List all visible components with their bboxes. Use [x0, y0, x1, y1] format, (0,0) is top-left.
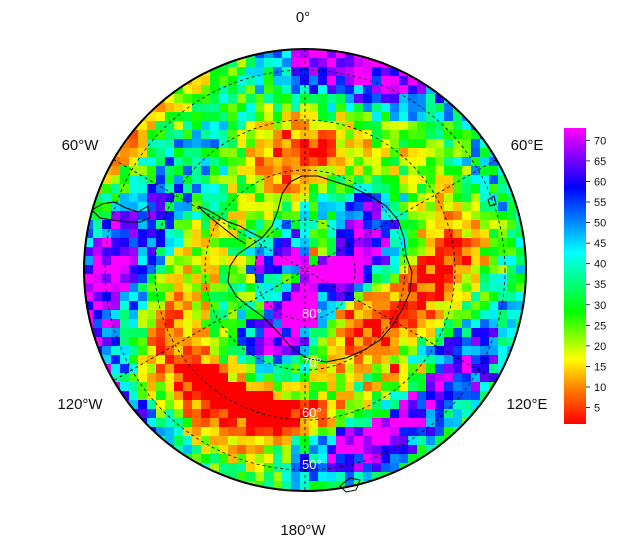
colorbar-tick-label: 50	[594, 218, 606, 230]
colorbar: 70 65 60 55 50 45 40 35 30 25 20 15 10 5	[564, 128, 606, 424]
colorbar-tick-label: 5	[594, 403, 600, 415]
meridian-60e-120w	[113, 159, 497, 381]
lat-label-70: 70°	[302, 355, 322, 370]
colorbar-tick-label: 65	[594, 156, 606, 168]
coastline	[91, 175, 497, 493]
africa-tip-coastline	[487, 195, 497, 207]
colorbar-tick-label: 30	[594, 300, 606, 312]
lon-label-top: 0°	[296, 9, 310, 26]
data-field	[84, 49, 526, 491]
lat-label-80: 80°	[302, 306, 322, 321]
colorbar-tick-label: 55	[594, 197, 606, 209]
lon-label-lower-right: 120°E	[506, 396, 547, 413]
colorbar-tick-label: 20	[594, 341, 606, 353]
lon-label-upper-right: 60°E	[511, 137, 544, 154]
lat-label-50: 50°	[302, 457, 322, 472]
colorbar-tick-label: 70	[594, 135, 606, 147]
lon-label-upper-left: 60°W	[62, 137, 100, 154]
south-america-coastline	[91, 201, 151, 223]
lat-label-60: 60°	[302, 405, 322, 420]
colorbar-tick-label: 60	[594, 176, 606, 188]
meridian-60w-120e	[113, 159, 497, 381]
colorbar-tick-label: 40	[594, 259, 606, 271]
antarctic-peninsula-coastline	[197, 205, 263, 245]
colorbar-tick-label: 45	[594, 238, 606, 250]
data-cells	[84, 49, 526, 491]
graticule	[104, 49, 506, 491]
lon-label-lower-left: 120°W	[57, 396, 103, 413]
colorbar-gradient	[564, 128, 586, 424]
colorbar-ticks: 70 65 60 55 50 45 40 35 30 25 20 15 10 5	[586, 135, 606, 415]
map-border	[83, 48, 527, 492]
antarctica-coastline	[227, 175, 413, 363]
colorbar-tick-label: 25	[594, 320, 606, 332]
colorbar-tick-label: 15	[594, 361, 606, 373]
colorbar-tick-label: 10	[594, 382, 606, 394]
latitude-circle-60	[154, 119, 456, 421]
lon-label-bottom: 180°W	[280, 522, 326, 539]
colorbar-tick-label: 35	[594, 279, 606, 291]
